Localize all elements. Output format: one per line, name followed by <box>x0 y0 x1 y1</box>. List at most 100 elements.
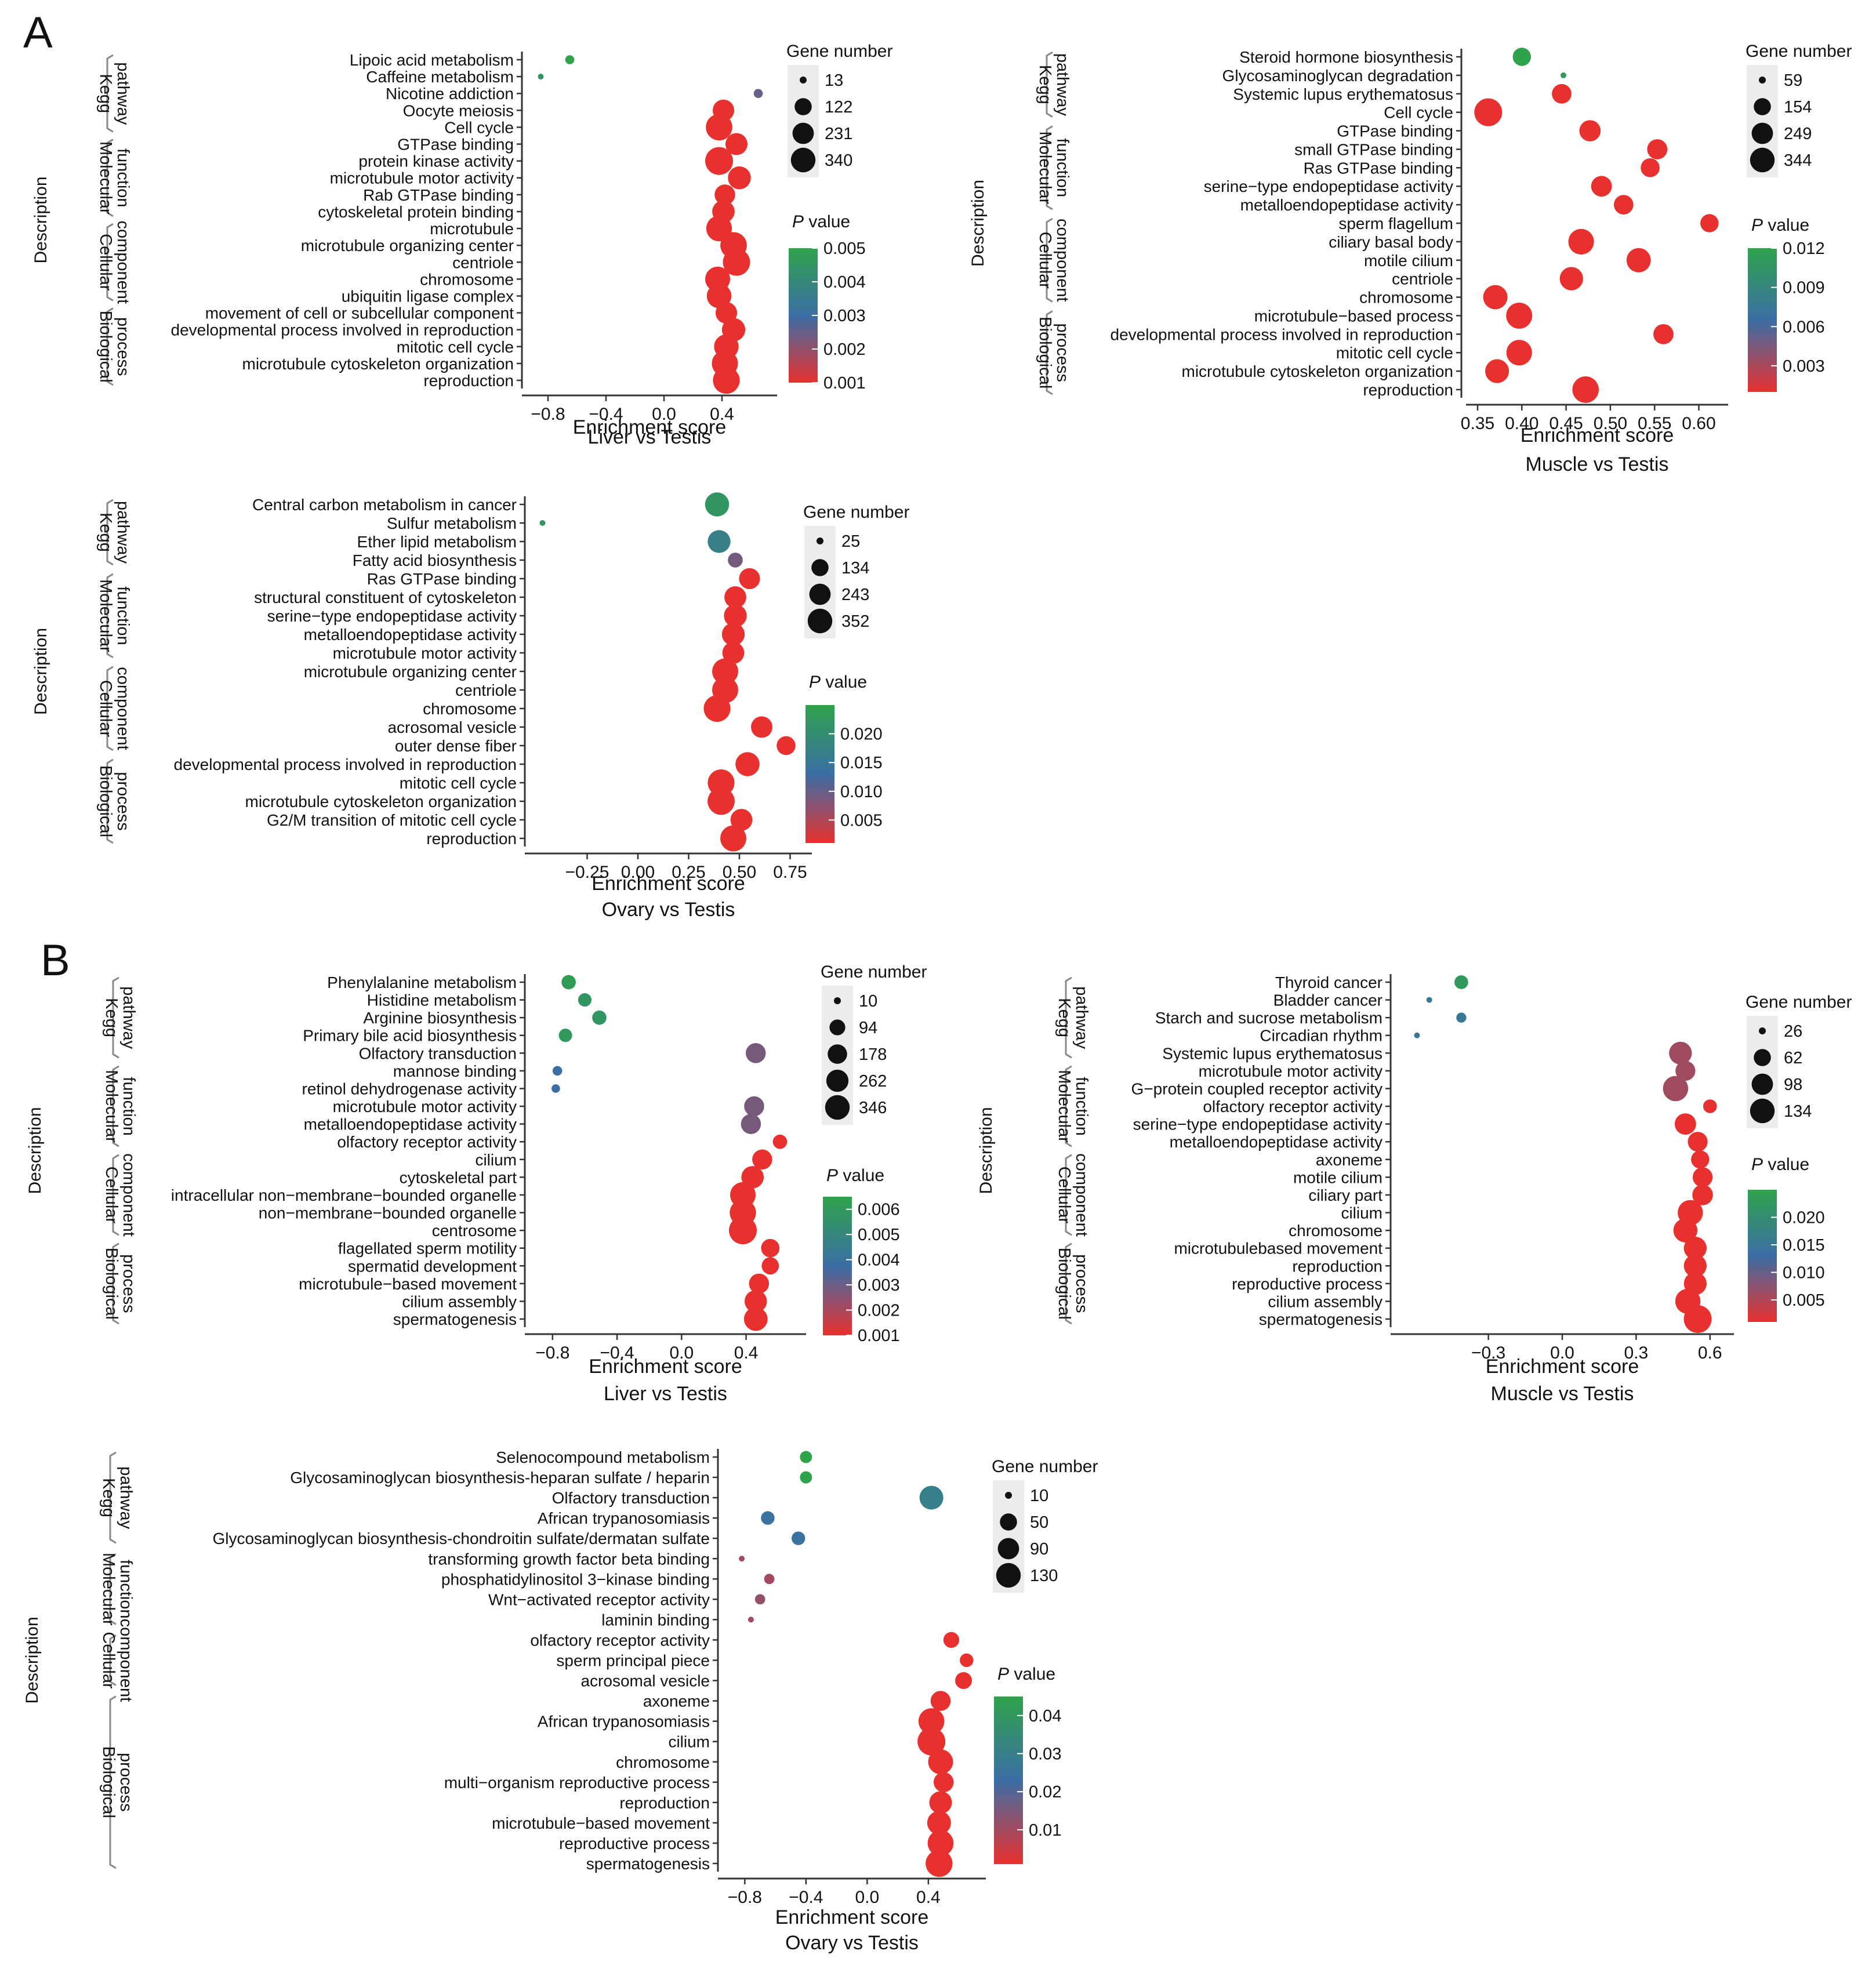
data-point-microtubule-based-movement <box>927 1811 951 1835</box>
category-label-developmental-process-involved-in-reproduction: developmental process involved in reprod… <box>174 755 517 773</box>
size-legend-label: 344 <box>1784 151 1812 170</box>
size-legend-label: 62 <box>1784 1049 1802 1067</box>
group-bracket <box>1065 1065 1072 1147</box>
group-label-biological: Biological <box>96 311 115 383</box>
group-label-molecular: Molecular <box>96 141 115 215</box>
data-point-glycosaminoglycan-degradation <box>1561 72 1567 78</box>
x-tick-label: 0.35 <box>1461 414 1494 433</box>
color-legend-label: 0.005 <box>823 239 866 258</box>
color-legend-label: 0.01 <box>1029 1821 1061 1840</box>
data-point-serine-type-endopeptidase-activity <box>1591 176 1612 197</box>
category-label-glycosaminoglycan-biosynthesis-chondroitin-sulfate-dermatan-sulfate: Glycosaminoglycan biosynthesis-chondroit… <box>212 1530 710 1547</box>
data-point-starch-and-sucrose-metabolism <box>1456 1012 1467 1023</box>
color-legend-label: 0.04 <box>1029 1707 1061 1725</box>
category-label-microtubule-motor-activity: microtubule motor activity <box>1199 1062 1382 1080</box>
category-label-axoneme: axoneme <box>643 1692 710 1710</box>
data-point-metalloendopeptidase-activity <box>1688 1132 1708 1152</box>
data-point-fatty-acid-biosynthesis <box>728 553 743 568</box>
size-legend-dot <box>828 1044 847 1064</box>
size-legend-title: Gene number <box>992 1457 1098 1476</box>
size-legend-label: 59 <box>1784 71 1802 90</box>
category-label-olfactory-transduction: Olfactory transduction <box>359 1044 517 1062</box>
group-bracket <box>112 1243 119 1325</box>
size-legend-label: 90 <box>1030 1540 1048 1559</box>
category-label-cell-cycle: Cell cycle <box>1384 104 1453 122</box>
x-tick-label: 0.55 <box>1638 414 1671 433</box>
category-label-outer-dense-fiber: outer dense fiber <box>395 737 517 755</box>
data-point-glycosaminoglycan-biosynthesis-heparan-sulfate-heparin <box>800 1471 812 1484</box>
panel-title: Liver vs Testis <box>588 426 712 448</box>
category-label-metalloendopeptidase-activity: metalloendopeptidase activity <box>1170 1133 1382 1151</box>
x-tick-label: 0.0 <box>669 1343 694 1363</box>
x-tick-label: 0.60 <box>1682 414 1715 433</box>
category-label-reproduction: reproduction <box>1292 1257 1382 1275</box>
x-tick-label: 0.00 <box>621 863 655 882</box>
data-point-mitotic-cell-cycle <box>707 769 735 797</box>
group-label-process: process <box>114 772 132 831</box>
category-label-reproductive-process: reproductive process <box>559 1834 710 1852</box>
color-legend-label: 0.009 <box>1783 279 1825 297</box>
category-label-glycosaminoglycan-degradation: Glycosaminoglycan degradation <box>1222 67 1453 85</box>
group-label-pathway: pathway <box>1072 986 1091 1049</box>
data-point-selenocompound-metabolism <box>800 1451 812 1463</box>
group-label-function: function <box>1072 1077 1091 1136</box>
size-legend: Gene number 13 122 231 340 <box>786 42 892 177</box>
group-label-function: function <box>1053 139 1072 198</box>
size-legend-title: Gene number <box>821 962 927 982</box>
size-legend-label: 134 <box>841 559 869 577</box>
group-bracket <box>1065 1243 1072 1325</box>
data-point-reproduction <box>720 825 746 852</box>
data-point-centriole <box>1559 267 1583 290</box>
size-legend-label: 122 <box>825 98 852 117</box>
data-point-nicotine-addiction <box>753 89 763 98</box>
data-point-mannose-binding <box>552 1066 563 1076</box>
data-point-metalloendopeptidase-activity <box>721 623 745 646</box>
group-label-cellular: Cellular <box>96 680 115 738</box>
x-tick-label: 0.0 <box>1550 1343 1574 1363</box>
category-label-cytoskeletal-part: cytoskeletal part <box>400 1168 517 1186</box>
category-label-ether-lipid-metabolism: Ether lipid metabolism <box>357 533 517 551</box>
group-bracket <box>106 139 114 217</box>
data-point-cilium-assembly <box>744 1290 767 1313</box>
group-label-pathway: pathway <box>114 501 132 564</box>
x-axis-title: Enrichment score <box>589 1356 742 1378</box>
data-point-spermatid-development <box>761 1257 779 1275</box>
category-label-chromosome: chromosome <box>423 700 517 718</box>
color-legend-label: 0.003 <box>1783 357 1825 376</box>
group-label-component: component <box>1072 1153 1091 1237</box>
size-legend-title: Gene number <box>803 503 909 522</box>
color-legend: P value 0.006 0.005 0.004 0.003 0.002 0.001 <box>823 1166 900 1345</box>
x-tick-label: 0.40 <box>1505 414 1538 433</box>
category-label-chromosome: chromosome <box>1359 289 1453 307</box>
x-axis-title: Enrichment score <box>573 416 727 438</box>
category-label-olfactory-receptor-activity: olfactory receptor activity <box>1203 1098 1382 1116</box>
color-legend-gradient <box>1748 1190 1777 1322</box>
data-point-protein-kinase-activity <box>705 147 733 175</box>
category-label-retinol-dehydrogenase-activity: retinol dehydrogenase activity <box>302 1080 517 1098</box>
color-legend-title: P value <box>792 212 850 231</box>
size-legend-dot <box>790 147 816 173</box>
category-label-gtpase-binding: GTPase binding <box>397 136 514 154</box>
group-label-kegg: Kegg <box>1036 65 1054 104</box>
size-legend-label: 231 <box>825 125 852 143</box>
category-label-thyroid-cancer: Thyroid cancer <box>1275 973 1382 991</box>
group-label-pathway: pathway <box>117 1466 135 1530</box>
x-tick-label: −0.4 <box>789 1888 823 1907</box>
group-bracket <box>109 1553 117 1625</box>
data-point-metalloendopeptidase-activity <box>1613 195 1634 215</box>
size-legend-label: 352 <box>841 612 869 631</box>
data-point-reproduction <box>1572 376 1599 403</box>
group-label-function: function <box>117 1560 135 1619</box>
x-tick-label: −0.4 <box>589 405 623 424</box>
category-label-chromosome: chromosome <box>616 1753 710 1771</box>
group-label-molecular: Molecular <box>99 1553 118 1626</box>
data-point-reproductive-process <box>927 1830 954 1857</box>
data-point-sulfur-metabolism <box>539 520 546 526</box>
category-label-phenylalanine-metabolism: Phenylalanine metabolism <box>327 973 517 991</box>
category-label-serine-type-endopeptidase-activity: serine−type endopeptidase activity <box>1133 1116 1382 1134</box>
category-label-circadian-rhythm: Circadian rhythm <box>1260 1027 1382 1045</box>
category-label-laminin-binding: laminin binding <box>601 1611 710 1629</box>
size-legend-dot <box>826 1069 849 1092</box>
size-legend-dot <box>1000 1513 1017 1531</box>
